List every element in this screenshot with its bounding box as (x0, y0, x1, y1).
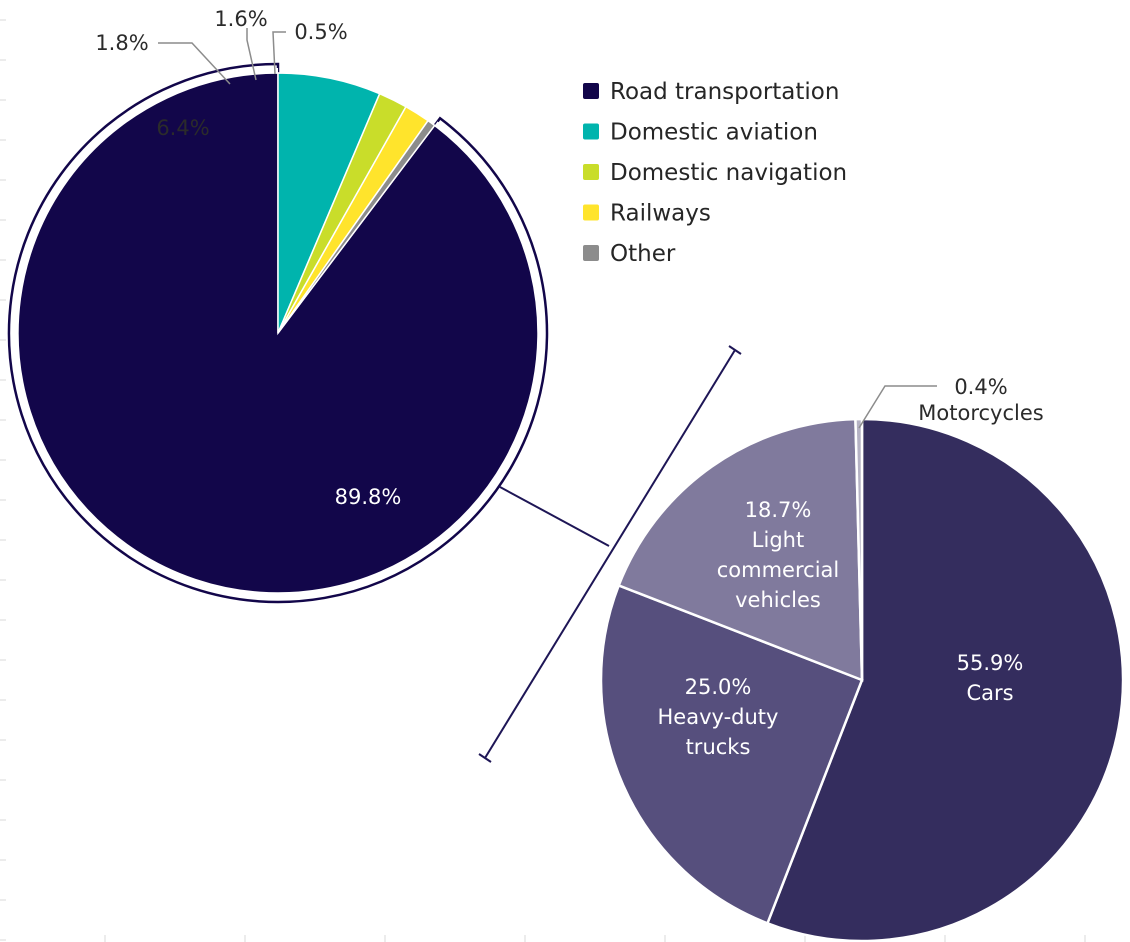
slice-cars (765, 417, 1125, 942)
connector-cap-bottom (478, 753, 492, 763)
leader-line-motorcycles (858, 385, 937, 429)
legend-swatch-domestic-aviation (583, 123, 599, 140)
leader-line-other (272, 31, 286, 75)
legend-swatch-railways (583, 204, 599, 221)
data-label-other: 0.5% (294, 20, 347, 44)
data-label-road-transportation: 89.8% (335, 485, 402, 509)
data-label-domestic-navigation: 1.8% (95, 31, 148, 55)
leader-line-railways (246, 28, 257, 81)
slice-heavy-duty-trucks (599, 583, 864, 925)
leader-line-domestic-navigation (158, 42, 231, 85)
legend-label-domestic-aviation: Domestic aviation (610, 120, 818, 146)
legend-swatch-domestic-navigation (583, 164, 599, 180)
grid-ticks (0, 19, 1086, 942)
slice-other (277, 119, 436, 334)
slice-light-commercial-vehicles (617, 417, 864, 682)
data-label-light-commercial-vehicles: 18.7% Light commercial vehicles (717, 498, 839, 612)
legend-label-road-transportation: Road transportation (610, 79, 839, 105)
legend-label-domestic-navigation: Domestic navigation (610, 160, 847, 186)
exploded-slice-outline (7, 62, 549, 604)
data-label-domestic-aviation: 6.4% (156, 116, 209, 140)
slice-motorcycles (854, 417, 864, 681)
data-label-cars: 55.9% Cars (957, 651, 1024, 705)
legend-swatch-road-transportation (583, 83, 599, 99)
data-label-heavy-duty-trucks: 25.0% Heavy-duty trucks (658, 675, 779, 759)
data-label-railways: 1.6% (214, 7, 267, 31)
connector-line (499, 486, 610, 547)
legend-label-other: Other (610, 241, 676, 267)
legend: Road transportation Domestic aviation Dome… (583, 79, 847, 267)
legend-swatch-other (583, 245, 599, 261)
data-label-motorcycles: 0.4% Motorcycles (918, 375, 1043, 425)
legend-label-railways: Railways (610, 201, 711, 227)
connector-cap-top (728, 345, 742, 355)
connector-bracket (484, 349, 736, 759)
